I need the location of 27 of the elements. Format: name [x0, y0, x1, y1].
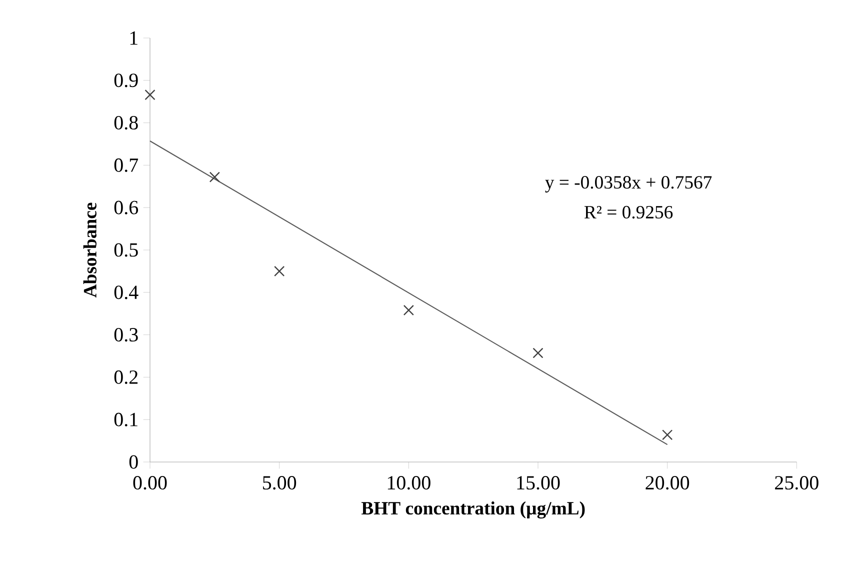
y-axis-title: Absorbance — [83, 202, 96, 298]
y-tick-label: 0.9 — [114, 74, 138, 88]
point — [209, 172, 220, 182]
y-tick-label: 0.5 — [114, 243, 138, 257]
point — [532, 348, 544, 358]
x-axis-title: BHT concentration (µg/mL) — [361, 501, 585, 519]
y-tick-label: 0.4 — [114, 286, 138, 300]
y-tick-label: 0 — [129, 455, 138, 469]
x-tick-label: 15.00 — [517, 476, 560, 490]
y-tick-label: 0.2 — [114, 370, 138, 384]
x-tick-label: 5.00 — [263, 476, 296, 490]
y-tick-label: 0.8 — [114, 116, 138, 130]
annotation: y = -0.0358x + 0.7567 — [545, 176, 712, 192]
annotation: R² = 0.9256 — [584, 206, 673, 219]
point — [144, 89, 156, 100]
point — [403, 304, 414, 316]
point — [274, 266, 285, 276]
x-tick-label: 25.00 — [775, 476, 818, 490]
x-tick-label: 0.00 — [133, 476, 167, 490]
y-tick-label: 0.1 — [114, 412, 138, 426]
x-tick-label: 10.00 — [388, 476, 430, 490]
y-tick-label: 0.7 — [114, 158, 138, 172]
x-tick-label: 20.00 — [646, 476, 690, 490]
y-tick-label: 0.3 — [114, 328, 138, 342]
point — [662, 430, 673, 440]
y-tick-label: 0.6 — [114, 200, 138, 214]
y-tick-label: 1 — [130, 31, 138, 45]
